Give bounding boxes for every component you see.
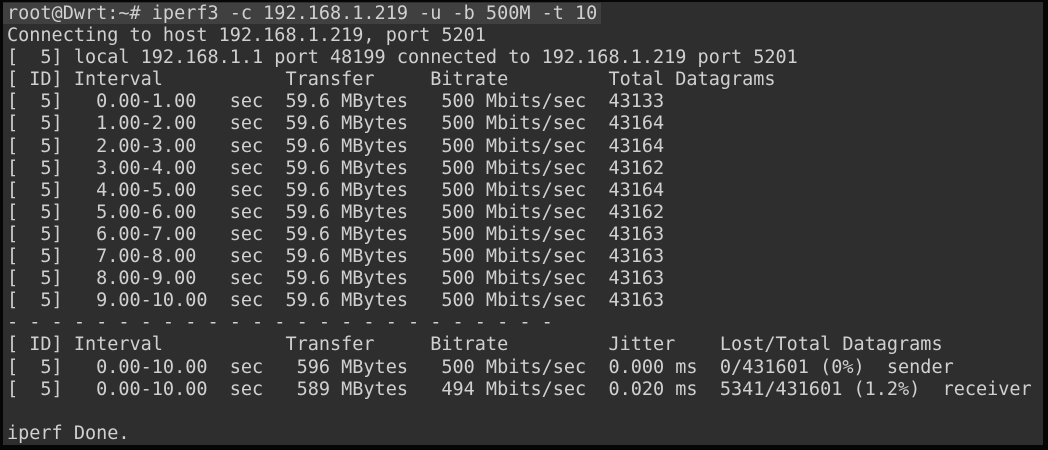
interval-row: [ 5] 4.00-5.00 sec 59.6 MBytes 500 Mbits…	[7, 179, 665, 201]
done-line: iperf Done.	[7, 422, 130, 444]
interval-row: [ 5] 3.00-4.00 sec 59.6 MBytes 500 Mbits…	[7, 157, 665, 179]
summary-separator: - - - - - - - - - - - - - - - - - - - - …	[7, 312, 553, 334]
interval-row: [ 5] 7.00-8.00 sec 59.6 MBytes 500 Mbits…	[7, 246, 665, 268]
summary-table-header: [ ID] Interval Transfer Bitrate Jitter L…	[7, 334, 943, 356]
terminal[interactable]: root@Dwrt:~# iperf3 -c 192.168.1.219 -u …	[3, 2, 1043, 445]
interval-row: [ 5] 8.00-9.00 sec 59.6 MBytes 500 Mbits…	[7, 268, 665, 290]
summary-row-receiver: [ 5] 0.00-10.00 sec 589 MBytes 494 Mbits…	[7, 378, 1032, 400]
interval-table-header: [ ID] Interval Transfer Bitrate Total Da…	[7, 69, 776, 91]
interval-row: [ 5] 6.00-7.00 sec 59.6 MBytes 500 Mbits…	[7, 223, 665, 245]
interval-row: [ 5] 5.00-6.00 sec 59.6 MBytes 500 Mbits…	[7, 201, 665, 223]
interval-row: [ 5] 0.00-1.00 sec 59.6 MBytes 500 Mbits…	[7, 91, 665, 113]
blank-line	[7, 401, 1043, 423]
selected-command-text: root@Dwrt:~# iperf3 -c 192.168.1.219 -u …	[3, 3, 602, 24]
interval-row: [ 5] 1.00-2.00 sec 59.6 MBytes 500 Mbits…	[7, 113, 665, 135]
interval-row: [ 5] 2.00-3.00 sec 59.6 MBytes 500 Mbits…	[7, 135, 665, 157]
connected-line: [ 5] local 192.168.1.1 port 48199 connec…	[7, 47, 798, 69]
command-line: root@Dwrt:~# iperf3 -c 192.168.1.219 -u …	[3, 3, 1043, 25]
interval-row: [ 5] 9.00-10.00 sec 59.6 MBytes 500 Mbit…	[7, 290, 665, 312]
connecting-line: Connecting to host 192.168.1.219, port 5…	[7, 25, 486, 47]
summary-row-sender: [ 5] 0.00-10.00 sec 596 MBytes 500 Mbits…	[7, 356, 954, 378]
